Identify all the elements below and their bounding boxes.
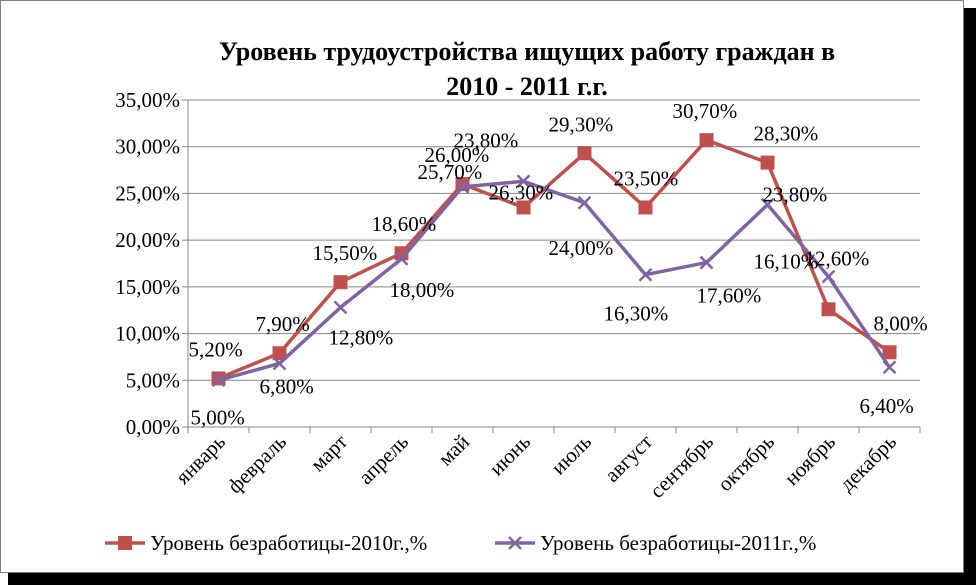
data-label-series-2: 16,10% <box>754 250 819 274</box>
data-label-series-2: 23,80% <box>763 183 828 207</box>
series-1-point <box>882 345 897 360</box>
point-x-stroke <box>455 180 470 194</box>
data-label-series-1: 15,50% <box>313 241 378 265</box>
x-tick-label: сентябрь <box>645 430 718 503</box>
series-2-point <box>760 197 775 212</box>
data-label-series-1: 8,00% <box>874 311 928 335</box>
x-tick-label: июль <box>546 430 596 480</box>
legend-label-series-2: Уровень безработицы-2011г.,% <box>540 531 816 555</box>
series-1-point <box>272 346 287 361</box>
point-x-stroke <box>699 255 714 270</box>
series-1-point <box>699 133 714 148</box>
legend-label-series-1: Уровень безработицы-2010г.,% <box>150 531 427 555</box>
data-label-series-2: 18,00% <box>390 278 455 302</box>
series-1-point <box>516 200 531 215</box>
x-tick-label: декабрь <box>835 430 901 496</box>
series-line-2 <box>218 179 891 382</box>
point-x-stroke <box>638 267 653 282</box>
legend-marker-series-1 <box>118 536 132 550</box>
point-x-stroke <box>333 300 348 315</box>
data-label-series-1: 26,00% <box>425 143 490 167</box>
series-2-point <box>272 356 287 371</box>
series-1-point <box>333 275 348 290</box>
series-2-point <box>882 360 897 375</box>
series-2-point <box>516 174 531 189</box>
data-label-series-2: 23,80% <box>454 128 519 152</box>
series-2-point <box>699 255 714 270</box>
data-label-series-2: 24,00% <box>549 236 614 260</box>
x-tick-label: март <box>305 430 352 477</box>
x-tick-label: август <box>600 430 657 487</box>
series-2-point <box>211 373 226 388</box>
point-x-stroke <box>211 373 226 388</box>
x-tick-label: май <box>433 430 474 471</box>
series-2-point <box>455 180 470 194</box>
data-label-series-1: 5,20% <box>189 337 243 361</box>
legend-marker-series-2 <box>508 536 522 550</box>
y-tick-label: 0,00% <box>126 415 180 439</box>
y-tick-label: 5,00% <box>126 368 180 392</box>
x-tick-label: апрель <box>354 430 414 490</box>
data-label-series-1: 12,60% <box>805 246 870 270</box>
data-label-series-1: 29,30% <box>549 112 614 136</box>
frame-shadow-right <box>964 8 976 585</box>
series-2-point <box>577 195 592 210</box>
series-2-point <box>394 251 409 266</box>
data-label-series-1: 7,90% <box>256 312 310 336</box>
chart-title-line-2: 2010 - 2011 г.г. <box>446 72 607 101</box>
data-label-series-1: 23,50% <box>614 166 679 190</box>
data-label-series-1: 26,30% <box>489 180 554 204</box>
point-x-stroke <box>882 360 897 375</box>
point-x-stroke <box>516 174 531 189</box>
data-label-series-2: 17,60% <box>697 284 762 308</box>
point-x-stroke <box>272 356 287 371</box>
y-tick-label: 20,00% <box>115 228 180 252</box>
series-1-point <box>638 200 653 215</box>
x-tick-label: июнь <box>484 430 535 481</box>
x-tick-label: октябрь <box>713 430 779 496</box>
series-1-point <box>211 371 226 386</box>
x-tick-label: февраль <box>223 430 292 499</box>
series-2-point <box>638 267 653 282</box>
y-tick-label: 35,00% <box>115 88 180 112</box>
y-tick-label: 15,00% <box>115 275 180 299</box>
data-label-series-2: 6,80% <box>260 374 314 398</box>
data-label-series-2: 5,00% <box>191 405 245 429</box>
series-2-point <box>333 300 348 315</box>
data-label-series-2: 6,40% <box>860 394 914 418</box>
y-tick-label: 10,00% <box>115 322 180 346</box>
y-tick-label: 30,00% <box>115 135 180 159</box>
data-label-series-2: 12,80% <box>329 325 394 349</box>
data-label-series-1: 30,70% <box>673 99 738 123</box>
series-2-point <box>821 269 836 284</box>
point-x-stroke <box>394 251 409 266</box>
point-x-stroke <box>760 197 775 212</box>
series-1-point <box>821 302 836 317</box>
data-label-series-1: 28,30% <box>754 122 819 146</box>
series-1-point <box>577 146 592 161</box>
series-line-1 <box>217 138 891 381</box>
y-tick-label: 25,00% <box>115 181 180 205</box>
point-x-stroke <box>821 269 836 284</box>
data-label-series-2: 16,30% <box>604 302 669 326</box>
data-label-series-2: 25,70% <box>418 160 483 184</box>
series-1-point <box>760 155 775 170</box>
frame-shadow-bottom <box>8 573 976 585</box>
x-tick-label: ноябрь <box>779 430 840 491</box>
chart-title-line-1: Уровень трудоустройства ищущих работу гр… <box>219 37 835 66</box>
data-label-series-1: 18,60% <box>372 212 437 236</box>
point-x-stroke <box>577 195 592 210</box>
